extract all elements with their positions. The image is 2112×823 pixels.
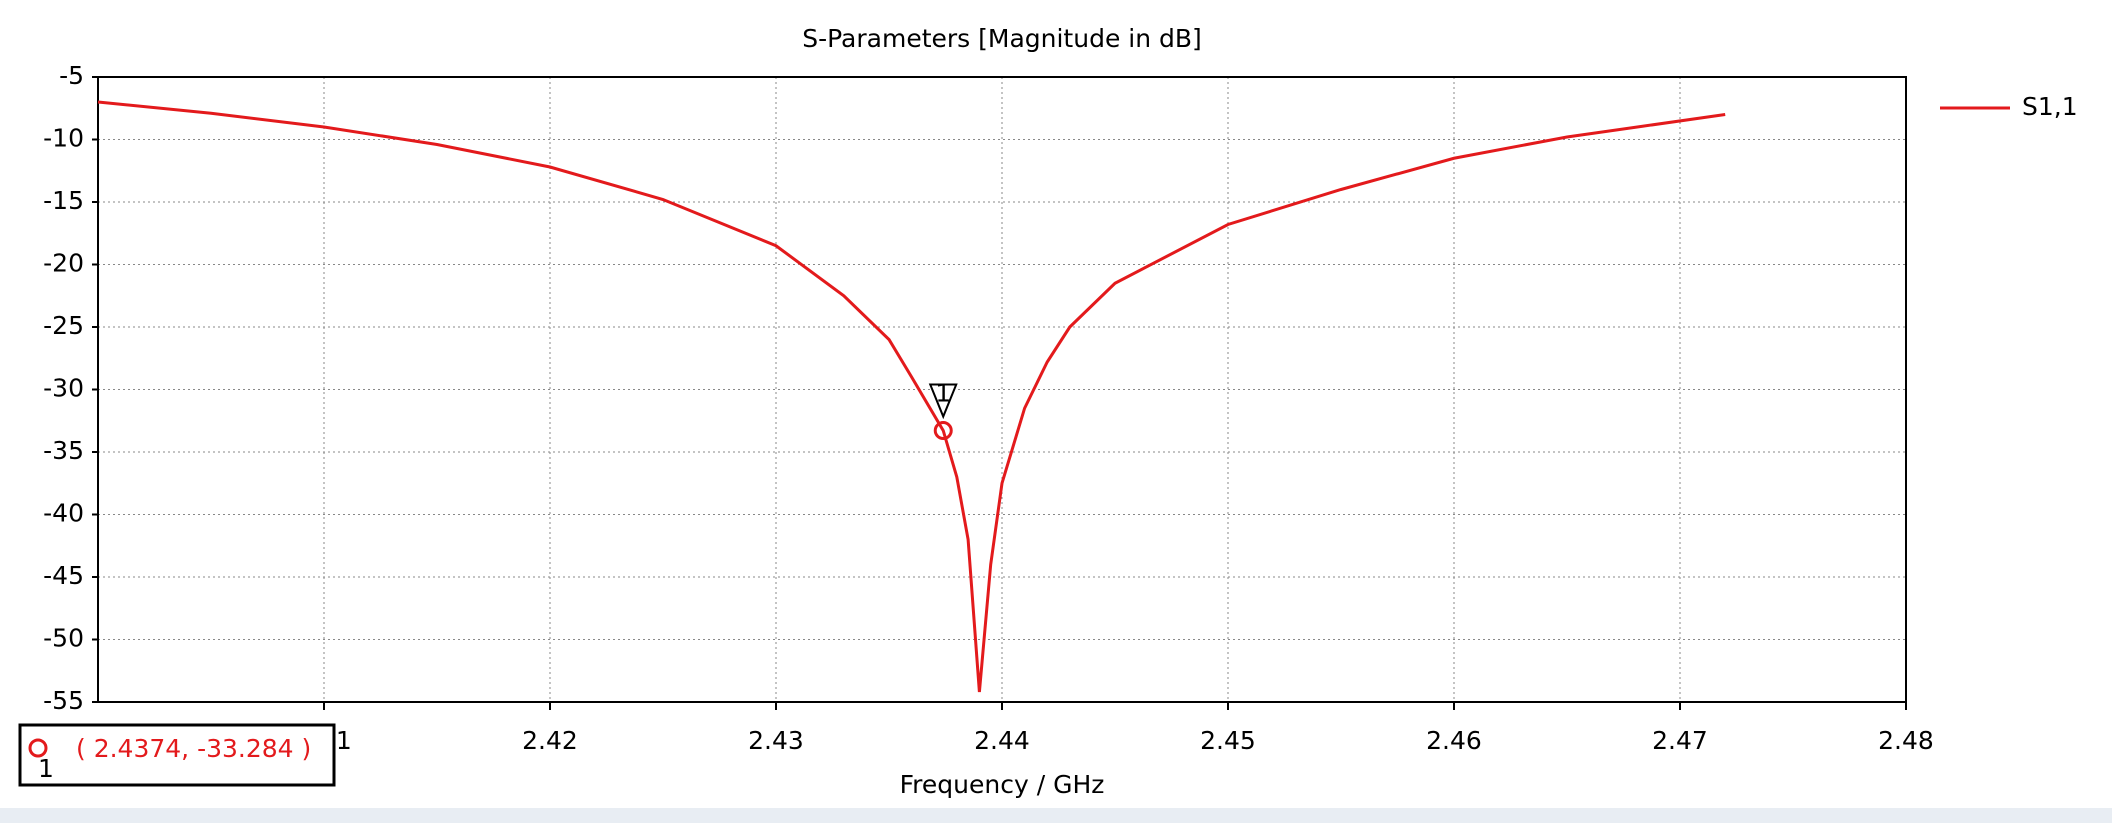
marker-readout-box (18, 723, 336, 787)
y-tick-label: -40 (43, 499, 84, 528)
y-tick-label: -25 (43, 311, 84, 340)
y-tick-label: -35 (43, 436, 84, 465)
series-line (97, 100, 1726, 693)
x-tick-label: 2.46 (1426, 726, 1482, 755)
y-tick-label: -15 (43, 186, 84, 215)
marker-point (933, 421, 953, 441)
x-tick-label: 2.47 (1652, 726, 1708, 755)
x-tick-label: 2.43 (748, 726, 804, 755)
y-tick-label: -50 (43, 624, 84, 653)
marker-readout-id: 1 (38, 754, 54, 783)
marker-readout: ( 2.4374, -33.284 ) (76, 734, 311, 763)
x-tick-label: 2.42 (522, 726, 578, 755)
legend-label: S1,1 (2022, 92, 2078, 121)
y-tick-label: -45 (43, 561, 84, 590)
y-tick-label: -5 (59, 61, 84, 90)
x-tick-label: 2.48 (1878, 726, 1934, 755)
marker-flag (928, 383, 958, 420)
y-tick-label: -55 (43, 686, 84, 715)
x-tick-label: 2.45 (1200, 726, 1256, 755)
y-tick-label: -20 (43, 249, 84, 278)
x-axis-label: Frequency / GHz (900, 770, 1105, 799)
plot-frame (97, 76, 1907, 703)
x-tick-label: 2.44 (974, 726, 1030, 755)
y-tick-label: -10 (43, 124, 84, 153)
tab-strip (0, 808, 2112, 823)
marker-readout-icon (28, 738, 48, 758)
marker-flag-label: 1 (935, 379, 951, 408)
chart-title: S-Parameters [Magnitude in dB] (802, 24, 1202, 53)
y-tick-label: -30 (43, 374, 84, 403)
